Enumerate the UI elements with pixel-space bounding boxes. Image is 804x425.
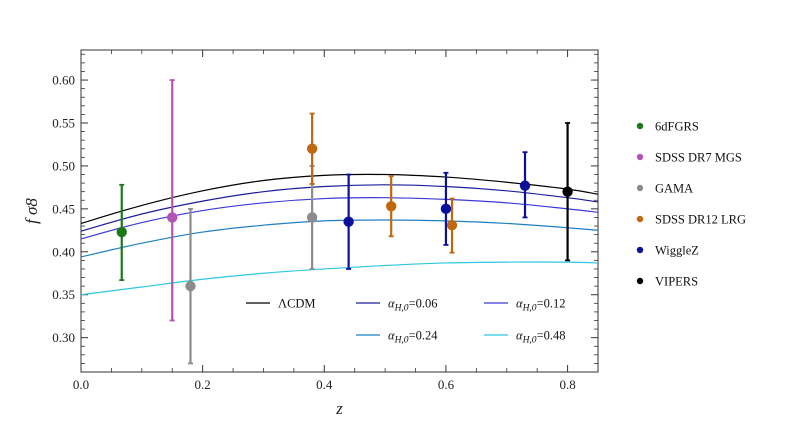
- data-point: [116, 226, 127, 238]
- series-legend-marker: [636, 153, 644, 161]
- data-point: [386, 201, 397, 212]
- curve-legend-label: αH,0=0.12: [516, 297, 566, 314]
- plot-area: 0.0 0.2 0.4 0.6 0.8 0.30 0.35 0.40 0.45 0.50 0.55 0…: [22, 49, 599, 418]
- x-tick-label: 0.0: [73, 377, 89, 392]
- curve-legend-label: ΛCDM: [278, 297, 316, 311]
- data-point: [167, 212, 178, 223]
- data-point: [562, 186, 573, 197]
- y-axis-title: f σ8: [22, 198, 41, 224]
- model-curve: [80, 261, 599, 296]
- series-legend-marker: [636, 246, 644, 254]
- y-tick-label: 0.35: [52, 287, 75, 302]
- data-point: [446, 219, 458, 231]
- legend: ΛCDM αH,0=0.06 αH,0=0.12 αH,0=0.24 αH,0=0.48…: [246, 120, 746, 346]
- x-tick-label: 0.8: [559, 377, 575, 392]
- data-point: [440, 203, 452, 215]
- x-tick-label: 0.6: [438, 377, 455, 392]
- y-tick-label: 0.55: [52, 115, 75, 130]
- plot-frame: [80, 49, 599, 373]
- model-curve: [80, 197, 599, 240]
- x-tick-label: 0.2: [195, 377, 211, 392]
- series-legend-label: SDSS DR12 LRG: [655, 213, 746, 227]
- series-legend-marker: [636, 277, 644, 285]
- y-tick-label: 0.60: [52, 73, 75, 88]
- model-curve: [80, 219, 599, 258]
- y-tick-label: 0.45: [52, 201, 75, 216]
- series-legend-label: GAMA: [655, 182, 693, 196]
- data-point: [519, 180, 531, 191]
- series-legend-marker: [636, 122, 644, 130]
- series-legend-label: SDSS DR7 MGS: [655, 151, 742, 165]
- series-legend-marker: [636, 215, 644, 223]
- y-tick-label: 0.40: [52, 244, 75, 259]
- data-point: [306, 212, 318, 223]
- model-curve: [80, 173, 599, 225]
- series-legend-label: VIPERS: [655, 275, 698, 289]
- data-point: [306, 143, 318, 154]
- x-tick-label: 0.4: [316, 377, 333, 392]
- data-point: [185, 280, 196, 292]
- curve-legend-label: αH,0=0.24: [388, 329, 438, 346]
- series-legend-label: 6dFGRS: [655, 120, 699, 134]
- data-point: [343, 216, 354, 227]
- curve-legend-label: αH,0=0.48: [516, 329, 566, 346]
- series-legend-marker: [636, 184, 644, 192]
- x-axis-title: z: [335, 399, 343, 418]
- series-legend-label: WiggleZ: [655, 244, 699, 258]
- curve-legend-label: αH,0=0.06: [388, 297, 438, 314]
- y-tick-label: 0.50: [52, 158, 75, 173]
- y-tick-label: 0.30: [52, 330, 75, 345]
